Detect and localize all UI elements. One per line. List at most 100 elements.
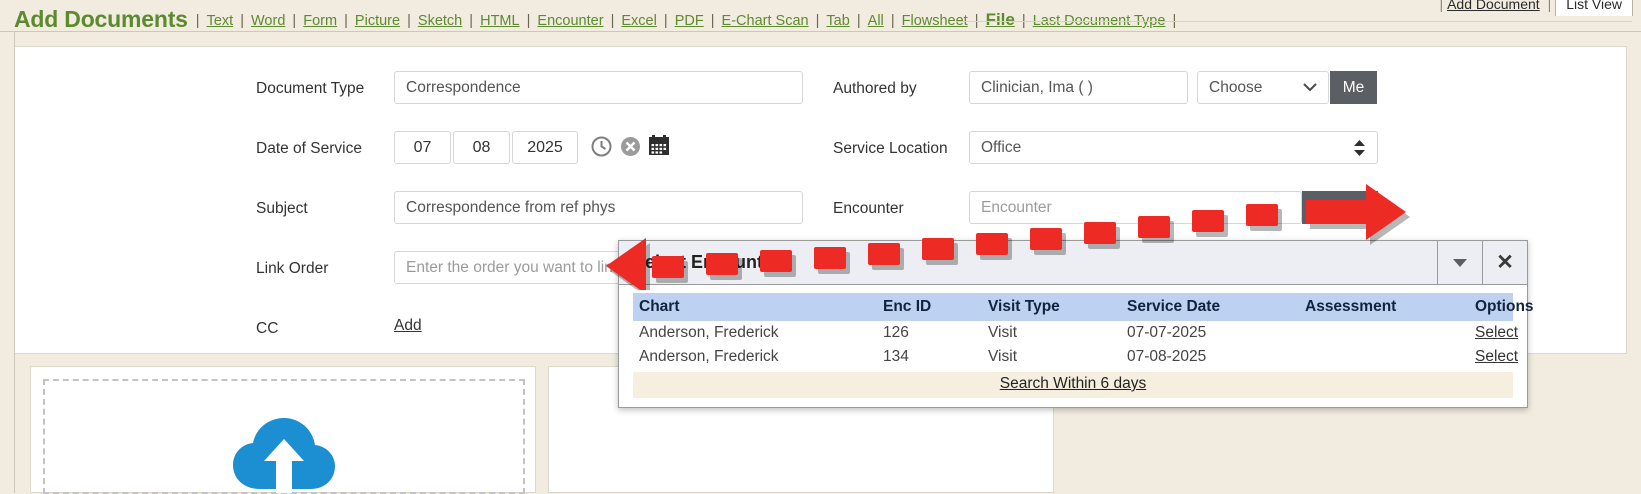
service-location-select[interactable]: Office — [969, 131, 1378, 164]
clear-icon — [621, 137, 640, 156]
encounter-search-button[interactable]: Search — [1302, 191, 1378, 224]
column-header-assessment: Assessment — [1299, 293, 1469, 321]
doctype-link-sketch[interactable]: Sketch — [417, 13, 463, 29]
tab-add-document[interactable]: Add Document — [1447, 0, 1540, 12]
clock-icon — [591, 136, 612, 157]
updown-arrows-icon — [1354, 139, 1365, 156]
doctype-link-picture[interactable]: Picture — [354, 13, 401, 29]
dialog-collapse-button[interactable] — [1437, 241, 1482, 284]
subject-input[interactable]: Correspondence from ref phys — [394, 191, 803, 224]
cc-add-link[interactable]: Add — [394, 317, 422, 334]
subject-label: Subject — [256, 200, 308, 217]
cell-service-date: 07-08-2025 — [1127, 348, 1207, 365]
field-link-order: Link Order — [256, 250, 396, 288]
cell-enc-id: 126 — [883, 324, 909, 341]
encounter-table-wrapper: Chart Enc ID Visit Type Service Date Ass… — [619, 285, 1534, 369]
select-encounter-link[interactable]: Select — [1475, 324, 1519, 341]
document-type-label: Document Type — [256, 80, 365, 97]
link-separator: | — [407, 13, 411, 29]
dialog-close-button[interactable]: ✕ — [1482, 241, 1527, 284]
link-separator: | — [710, 13, 715, 29]
tab-list-view[interactable]: List View — [1555, 0, 1633, 16]
doctype-link-word[interactable]: Word — [251, 13, 286, 29]
field-cc: CC — [256, 310, 396, 348]
panel-left-edge — [14, 32, 15, 493]
select-encounter-link[interactable]: Select — [1475, 348, 1519, 365]
date-now-clock-button[interactable] — [591, 136, 612, 161]
doctype-link-all[interactable]: All — [867, 13, 884, 29]
cell-visit-type: Visit — [988, 348, 1018, 365]
calendar-icon — [649, 135, 669, 155]
encounter-input[interactable]: Encounter — [969, 191, 1302, 224]
column-header-options: Options — [1469, 293, 1534, 321]
link-separator: | — [856, 13, 861, 29]
field-subject: Subject — [256, 190, 396, 228]
date-clear-button[interactable] — [620, 136, 641, 161]
date-year-input[interactable]: 2025 — [512, 131, 578, 164]
authored-by-me-button[interactable]: Me — [1330, 71, 1377, 104]
header-divider-rule — [956, 21, 1632, 22]
column-header-chart: Chart — [633, 293, 877, 321]
link-separator: | — [610, 13, 615, 29]
cell-options[interactable]: Select — [1469, 321, 1518, 345]
search-within-days-link[interactable]: Search Within 6 days — [999, 375, 1147, 392]
page-header: Add Documents | Text | Word | Form | Pic… — [0, 0, 1641, 31]
authored-by-choose-value: Choose — [1209, 79, 1263, 96]
select-encounter-dialog: Select Encounter ✕ Chart Enc ID Visit Ty… — [618, 240, 1534, 408]
date-day-input[interactable]: 08 — [453, 131, 510, 164]
link-separator: | — [663, 13, 668, 29]
table-row[interactable]: Anderson, Frederick 134 Visit 07-08-2025… — [633, 345, 1518, 369]
link-separator: | — [469, 13, 474, 29]
doctype-link-file[interactable]: File — [985, 10, 1015, 29]
doctype-link-text[interactable]: Text — [206, 13, 234, 29]
cell-assessment — [1299, 345, 1469, 369]
file-drop-zone[interactable] — [43, 379, 525, 494]
doctype-link-tab[interactable]: Tab — [826, 13, 850, 29]
encounter-table: Chart Enc ID Visit Type Service Date Ass… — [633, 293, 1534, 369]
cell-chart: Anderson, Frederick — [639, 348, 779, 365]
document-type-input[interactable]: Correspondence — [394, 71, 803, 104]
doctype-link-pdf[interactable]: PDF — [674, 13, 704, 29]
field-encounter: Encounter — [833, 190, 968, 228]
dialog-title: Select Encounter — [633, 252, 781, 272]
doctype-link-form[interactable]: Form — [303, 13, 338, 29]
authored-by-label: Authored by — [833, 80, 917, 97]
authored-by-input[interactable]: Clinician, Ima ( ) — [969, 71, 1188, 104]
file-drop-card[interactable] — [30, 366, 536, 494]
doctype-link-flowsheet[interactable]: Flowsheet — [901, 13, 968, 29]
link-order-label: Link Order — [256, 260, 329, 277]
doctype-link-echart-scan[interactable]: E-Chart Scan — [721, 13, 809, 29]
cc-label: CC — [256, 320, 279, 337]
doctype-link-encounter[interactable]: Encounter — [537, 13, 604, 29]
field-document-type: Document Type — [256, 70, 396, 108]
caret-down-icon — [1453, 258, 1467, 267]
table-header-row: Chart Enc ID Visit Type Service Date Ass… — [633, 293, 1534, 321]
service-location-value: Office — [981, 139, 1022, 156]
top-tabs-separator: | — [1439, 0, 1444, 12]
dialog-title-bar[interactable]: Select Encounter ✕ — [619, 241, 1527, 285]
document-type-link-list[interactable]: | Text | Word | Form | Picture | Sketch … — [194, 10, 1179, 31]
cell-chart: Anderson, Frederick — [639, 324, 779, 341]
top-view-tabs[interactable]: | Add Document | List View — [1435, 0, 1633, 16]
field-date-of-service: Date of Service — [256, 130, 396, 168]
column-header-enc-id: Enc ID — [877, 293, 982, 321]
cell-options[interactable]: Select — [1469, 345, 1518, 369]
doctype-link-excel[interactable]: Excel — [621, 13, 657, 29]
link-separator: | — [890, 13, 895, 29]
cell-enc-id: 134 — [883, 348, 909, 365]
link-separator: | — [526, 13, 531, 29]
date-calendar-button[interactable] — [648, 134, 670, 160]
page-title: Add Documents — [14, 6, 188, 32]
table-row[interactable]: Anderson, Frederick 126 Visit 07-07-2025… — [633, 321, 1518, 345]
authored-by-choose-select[interactable]: Choose — [1197, 71, 1329, 104]
doctype-link-html[interactable]: HTML — [480, 13, 520, 29]
top-tabs-separator-2: | — [1547, 0, 1552, 12]
column-header-visit-type: Visit Type — [982, 293, 1121, 321]
dialog-footer: Search Within 6 days — [633, 372, 1513, 398]
header-bottom-border — [0, 31, 1641, 32]
field-service-location: Service Location — [833, 130, 968, 168]
cell-service-date: 07-07-2025 — [1127, 324, 1207, 341]
date-month-input[interactable]: 07 — [394, 131, 451, 164]
column-header-service-date: Service Date — [1121, 293, 1299, 321]
cell-assessment — [1299, 321, 1469, 345]
